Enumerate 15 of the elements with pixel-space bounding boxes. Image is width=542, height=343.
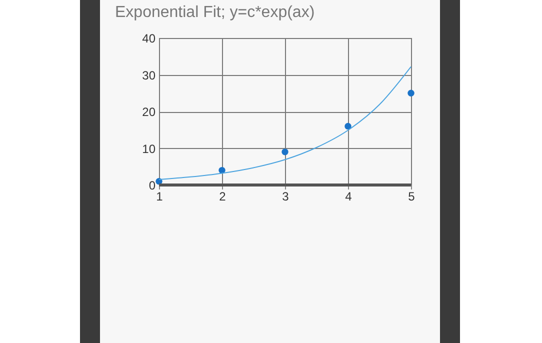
point xyxy=(408,90,414,96)
point xyxy=(218,166,226,174)
x-tick-label: 2 xyxy=(219,190,226,204)
y-tick-label: 10 xyxy=(142,142,156,156)
x-tick-label: 4 xyxy=(345,190,352,204)
x-tick-label: 3 xyxy=(282,190,290,204)
y-tick-label: 30 xyxy=(142,68,156,82)
point xyxy=(282,148,288,156)
y-tick-label: 40 xyxy=(142,32,156,46)
chart-title: Exponential Fit; y=c*exp(ax) xyxy=(115,4,315,21)
point xyxy=(344,122,352,130)
x-tick-label: 1 xyxy=(156,190,164,204)
y-tick-label: 0 xyxy=(148,178,156,192)
x-tick-label: 5 xyxy=(408,190,416,204)
y-tick-label: 20 xyxy=(142,105,156,119)
